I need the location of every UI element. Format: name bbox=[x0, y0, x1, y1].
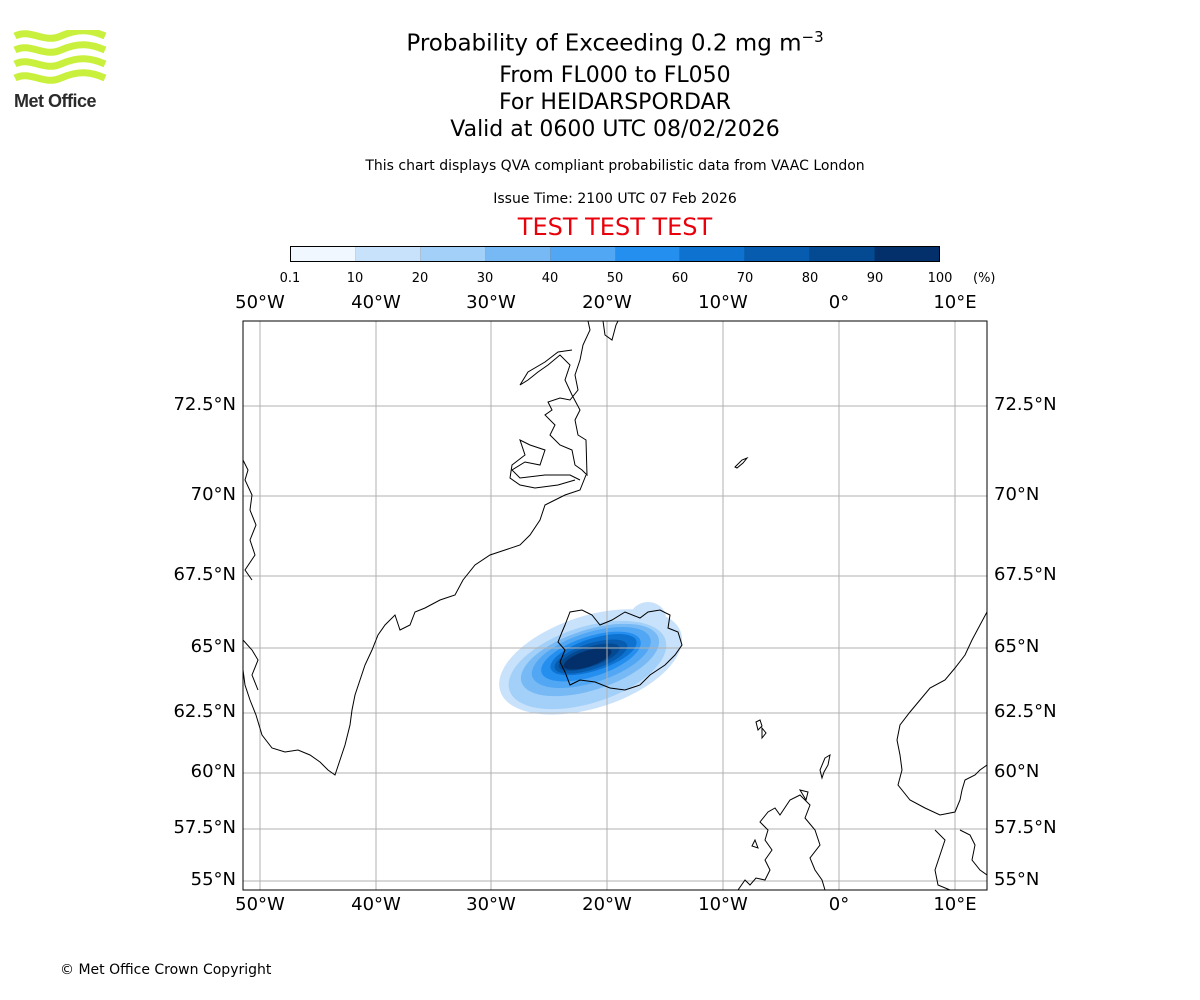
colorbar-tick-label: 30 bbox=[476, 271, 494, 286]
coastline-jan-mayen bbox=[734, 456, 749, 469]
copyright: © Met Office Crown Copyright bbox=[60, 962, 272, 978]
lat-left-label: 65°N bbox=[190, 636, 236, 657]
lat-left-label: 60°N bbox=[190, 761, 236, 782]
logo-wave bbox=[13, 30, 107, 42]
lat-right-label: 65°N bbox=[994, 636, 1040, 657]
title-levels: From FL000 to FL050 bbox=[499, 63, 731, 88]
lon-top-label: 0° bbox=[828, 292, 850, 313]
colorbar-tick-label: 100 bbox=[927, 271, 953, 286]
lat-right-label: 62.5°N bbox=[994, 701, 1057, 722]
coastlines bbox=[243, 321, 987, 890]
colorbar-segment bbox=[550, 247, 616, 261]
test-banner: TEST TEST TEST bbox=[517, 213, 713, 241]
colorbar-tick-label: 10 bbox=[346, 271, 364, 286]
lat-right-label: 70°N bbox=[994, 484, 1040, 505]
coastline-scotland bbox=[737, 789, 826, 890]
coastline-norway bbox=[896, 611, 987, 890]
coastline-faroes bbox=[755, 719, 767, 740]
lat-left-label: 55°N bbox=[190, 869, 236, 890]
title-main: Probability of Exceeding 0.2 mg m bbox=[406, 30, 802, 57]
lat-left-label: 70°N bbox=[190, 484, 236, 505]
colorbar-tick-label: 90 bbox=[866, 271, 884, 286]
lon-bottom-label: 30°W bbox=[466, 894, 516, 915]
colorbar-segment bbox=[680, 247, 746, 261]
lon-top-label: 30°W bbox=[466, 292, 516, 313]
lat-left-label: 57.5°N bbox=[173, 817, 236, 838]
colorbar-segment bbox=[810, 247, 876, 261]
lon-top-label: 20°W bbox=[582, 292, 632, 313]
lat-left-label: 72.5°N bbox=[173, 394, 236, 415]
coastline-greenland bbox=[243, 321, 619, 776]
colorbar-segment bbox=[485, 247, 551, 261]
lon-top-label: 10°W bbox=[698, 292, 748, 313]
map-frame bbox=[242, 320, 988, 891]
logo-wave bbox=[13, 69, 107, 84]
title-volcano: For HEIDARSPORDAR bbox=[499, 90, 731, 115]
lat-right-label: 67.5°N bbox=[994, 564, 1057, 585]
colorbar-segment bbox=[745, 247, 811, 261]
lat-right-label: 72.5°N bbox=[994, 394, 1057, 415]
colorbar-segment bbox=[615, 247, 681, 261]
lat-left-label: 67.5°N bbox=[173, 564, 236, 585]
colorbar bbox=[290, 246, 940, 262]
lat-right-label: 57.5°N bbox=[994, 817, 1057, 838]
logo-wave bbox=[13, 41, 107, 56]
map-background bbox=[243, 321, 987, 890]
colorbar-segment bbox=[355, 247, 421, 261]
colorbar-segment bbox=[420, 247, 486, 261]
colorbar-tick-label: 60 bbox=[671, 271, 689, 286]
title-superscript: −3 bbox=[801, 28, 824, 46]
lon-bottom-label: 50°W bbox=[235, 894, 285, 915]
logo-text: Met Office bbox=[14, 91, 97, 111]
issue-time: Issue Time: 2100 UTC 07 Feb 2026 bbox=[493, 191, 737, 207]
colorbar-tick-label: 50 bbox=[606, 271, 624, 286]
coastline-iceland bbox=[557, 609, 683, 691]
chart-title: Probability of Exceeding 0.2 mg m−3 bbox=[0, 28, 1200, 57]
lat-right-label: 55°N bbox=[994, 869, 1040, 890]
coastline-greenland-west bbox=[243, 459, 259, 691]
title-valid-time: Valid at 0600 UTC 08/02/2026 bbox=[450, 117, 780, 142]
lon-top-label: 10°E bbox=[933, 292, 977, 313]
colorbar-unit: (%) bbox=[973, 271, 996, 286]
probability-plume bbox=[499, 602, 683, 715]
lat-left-label: 62.5°N bbox=[173, 701, 236, 722]
lon-bottom-label: 20°W bbox=[582, 894, 632, 915]
lon-bottom-label: 10°E bbox=[933, 894, 977, 915]
coastline-shetland bbox=[819, 753, 831, 780]
colorbar-tick-label: 0.1 bbox=[279, 271, 301, 286]
lon-top-label: 50°W bbox=[235, 292, 285, 313]
colorbar-tick-label: 40 bbox=[541, 271, 559, 286]
lon-bottom-label: 0° bbox=[828, 894, 850, 915]
lat-right-label: 60°N bbox=[994, 761, 1040, 782]
colorbar-segment bbox=[875, 247, 940, 261]
colorbar-tick-label: 20 bbox=[411, 271, 429, 286]
colorbar-segment bbox=[291, 247, 356, 261]
logo-wave bbox=[13, 55, 107, 70]
colorbar-tick-label: 70 bbox=[736, 271, 754, 286]
lon-bottom-label: 40°W bbox=[351, 894, 401, 915]
plume-contour bbox=[563, 647, 612, 670]
gridlines bbox=[243, 321, 987, 890]
met-office-logo bbox=[13, 30, 107, 84]
subtitle: This chart displays QVA compliant probab… bbox=[365, 158, 865, 174]
lon-top-label: 40°W bbox=[351, 292, 401, 313]
lon-bottom-label: 10°W bbox=[698, 894, 748, 915]
colorbar-tick-label: 80 bbox=[801, 271, 819, 286]
